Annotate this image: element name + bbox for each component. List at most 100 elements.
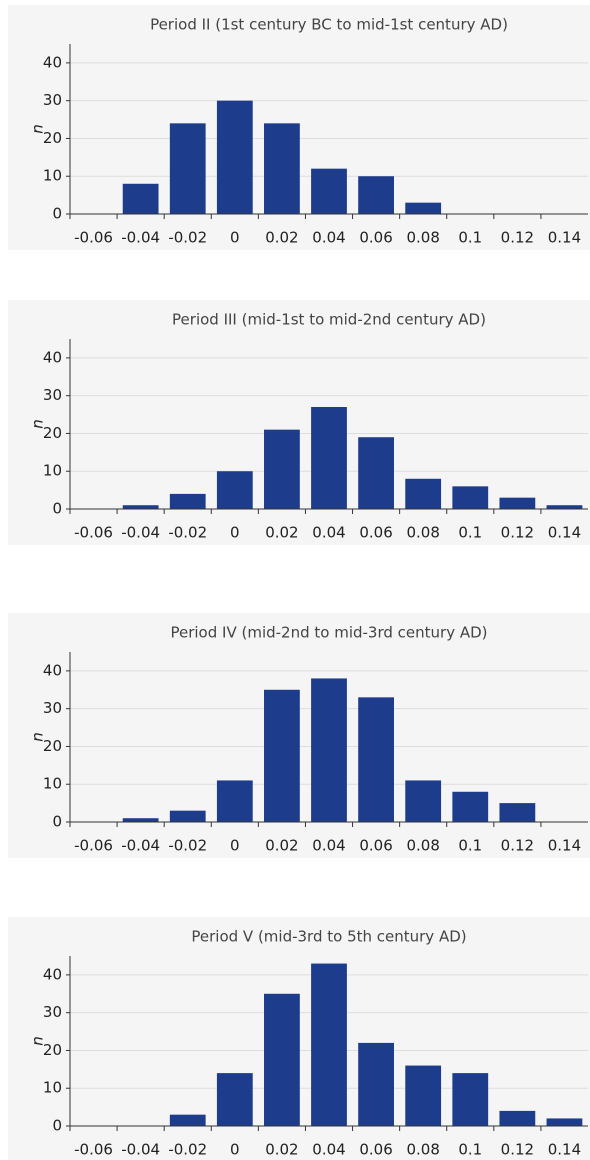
bar: [216, 780, 253, 822]
x-tick-label: 0.02: [265, 1141, 298, 1159]
y-tick-label: 10: [43, 1079, 62, 1097]
x-tick-label: 0.1: [458, 837, 482, 855]
bar: [169, 810, 206, 822]
x-tick-label: 0.06: [359, 837, 392, 855]
y-tick-label: 40: [43, 53, 62, 71]
y-tick-label: 10: [43, 167, 62, 185]
bar: [311, 407, 347, 509]
y-tick-label: 40: [43, 348, 62, 366]
x-tick-label: -0.04: [121, 524, 160, 542]
bar: [405, 1065, 442, 1126]
bar: [405, 478, 442, 509]
x-tick-label: 0.1: [458, 1141, 482, 1159]
x-tick-label: -0.06: [74, 837, 113, 855]
bar: [311, 963, 347, 1126]
chart-panel: Period III (mid-1st to mid-2nd century A…: [8, 300, 590, 545]
x-tick-label: -0.02: [168, 1141, 207, 1159]
x-tick-label: 0: [230, 524, 240, 542]
bar: [452, 791, 489, 822]
x-tick-label: 0: [230, 837, 240, 855]
bar: [358, 697, 394, 822]
y-tick-label: 20: [43, 424, 62, 442]
bar: [122, 183, 159, 214]
bar: [264, 993, 300, 1126]
y-tick-label: 40: [43, 965, 62, 983]
y-tick-label: 30: [43, 91, 62, 109]
y-tick-label: 10: [43, 462, 62, 480]
x-tick-label: 0: [230, 1141, 240, 1159]
x-tick-label: 0.04: [312, 229, 345, 247]
bar: [358, 1042, 394, 1126]
bar: [358, 176, 394, 214]
x-tick-label: 0.06: [359, 229, 392, 247]
y-tick-label: 0: [52, 205, 62, 223]
x-tick-label: 0.08: [406, 524, 439, 542]
bar: [358, 437, 394, 509]
x-tick-label: -0.02: [168, 229, 207, 247]
x-tick-label: -0.02: [168, 837, 207, 855]
chart-title: Period V (mid-3rd to 5th century AD): [191, 928, 466, 946]
y-axis-label: n: [29, 732, 47, 742]
x-tick-label: 0.04: [312, 1141, 345, 1159]
y-axis-label: n: [29, 124, 47, 134]
y-tick-label: 0: [52, 1117, 62, 1135]
x-tick-label: 0.14: [548, 229, 581, 247]
x-tick-label: -0.06: [74, 229, 113, 247]
y-tick-label: 20: [43, 737, 62, 755]
chart-title: Period IV (mid-2nd to mid-3rd century AD…: [170, 624, 487, 642]
y-tick-label: 0: [52, 500, 62, 518]
bar: [122, 818, 159, 822]
x-tick-label: -0.04: [121, 837, 160, 855]
y-tick-label: 20: [43, 1041, 62, 1059]
x-tick-label: -0.04: [121, 229, 160, 247]
bar: [546, 505, 583, 509]
y-tick-label: 30: [43, 1003, 62, 1021]
x-tick-label: 0.08: [406, 837, 439, 855]
x-tick-label: 0.04: [312, 837, 345, 855]
y-tick-label: 10: [43, 775, 62, 793]
bar: [499, 497, 536, 509]
chart-panel: Period IV (mid-2nd to mid-3rd century AD…: [8, 613, 590, 858]
chart-panel: Period II (1st century BC to mid-1st cen…: [8, 5, 590, 250]
y-tick-label: 40: [43, 661, 62, 679]
bar: [311, 168, 347, 214]
x-tick-label: 0.12: [501, 837, 534, 855]
bar: [169, 123, 206, 214]
y-axis-label: n: [29, 419, 47, 429]
bar: [452, 1073, 489, 1126]
y-axis-label: n: [29, 1036, 47, 1046]
y-tick-label: 30: [43, 386, 62, 404]
x-tick-label: 0.1: [458, 524, 482, 542]
bar: [311, 678, 347, 822]
bar: [264, 689, 300, 822]
bar: [264, 123, 300, 214]
x-tick-label: 0.06: [359, 1141, 392, 1159]
x-tick-label: 0: [230, 229, 240, 247]
x-tick-label: 0.14: [548, 1141, 581, 1159]
x-tick-label: 0.04: [312, 524, 345, 542]
chart-title: Period II (1st century BC to mid-1st cen…: [150, 16, 508, 34]
bar: [216, 471, 253, 509]
chart-panel: Period V (mid-3rd to 5th century AD) n 0 10…: [8, 917, 590, 1160]
x-tick-label: -0.06: [74, 1141, 113, 1159]
bar: [216, 100, 253, 214]
bar: [264, 429, 300, 509]
x-tick-label: -0.06: [74, 524, 113, 542]
x-tick-label: -0.04: [121, 1141, 160, 1159]
y-tick-label: 20: [43, 129, 62, 147]
bar: [405, 202, 442, 214]
x-tick-label: 0.02: [265, 524, 298, 542]
x-tick-label: 0.14: [548, 837, 581, 855]
x-tick-label: 0.02: [265, 837, 298, 855]
x-tick-label: -0.02: [168, 524, 207, 542]
bar: [169, 493, 206, 509]
x-tick-label: 0.1: [458, 229, 482, 247]
x-tick-label: 0.08: [406, 1141, 439, 1159]
bar: [546, 1118, 583, 1126]
y-tick-label: 0: [52, 813, 62, 831]
x-tick-label: 0.14: [548, 524, 581, 542]
x-tick-label: 0.12: [501, 229, 534, 247]
x-tick-label: 0.08: [406, 229, 439, 247]
x-tick-label: 0.02: [265, 229, 298, 247]
